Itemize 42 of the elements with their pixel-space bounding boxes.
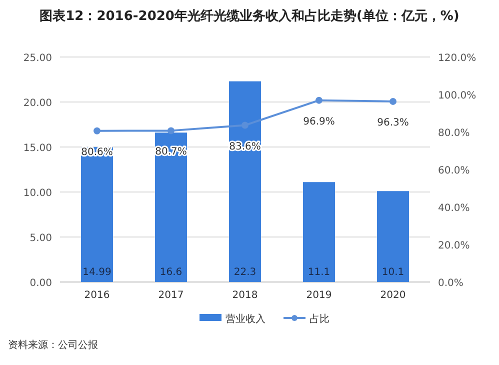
y2-tick-label: 20.0% (438, 240, 470, 252)
bar (377, 191, 409, 282)
point (94, 127, 100, 134)
x-tick-label: 2020 (380, 290, 406, 301)
y-tick-label: 25.00 (23, 53, 52, 64)
y-tick-label: 10.00 (23, 188, 52, 199)
bar (81, 147, 113, 282)
legend-label: 营业收入 (226, 313, 266, 325)
x-tick-label: 2019 (306, 290, 332, 301)
data-label: 16.6 (160, 267, 182, 278)
y-tick-label: 5.00 (30, 233, 52, 244)
text: 资料来源：公司公报 (8, 339, 98, 351)
x-tick-label: 2016 (84, 290, 110, 301)
data-label: 80.6% (81, 146, 113, 158)
y2-tick-label: 40.0% (438, 203, 470, 214)
point (390, 98, 396, 105)
y2-tick-label: 80.0% (438, 128, 470, 139)
data-label: 96.9% (303, 116, 335, 128)
legend-label: 占比 (310, 313, 330, 325)
y-tick-label: 0.00 (30, 278, 52, 289)
point (316, 96, 322, 104)
bar (229, 81, 261, 282)
y2-tick-label: 100.0% (438, 90, 476, 102)
y2-tick-label: 120.0% (438, 53, 476, 64)
bar (303, 182, 335, 282)
y-tick-label: 15.00 (23, 143, 52, 154)
y2-tick-label: 60.0% (438, 166, 470, 176)
data-label: 22.3 (234, 267, 256, 278)
bar (155, 132, 187, 282)
data-label: 14.99 (82, 267, 112, 278)
data-label: 10.1 (382, 267, 404, 278)
x-tick-label: 2018 (232, 290, 258, 301)
point (242, 122, 248, 129)
data-label: 96.3% (377, 117, 409, 128)
y-tick-label: 20.00 (23, 98, 52, 109)
data-label: 11.1 (308, 267, 330, 278)
chart-title: 图表12：2016-2020年光纤光缆业务收入和占比走势(单位：亿元，%) (40, 8, 460, 24)
y2-tick-label: 0.0% (438, 278, 464, 289)
data-label: 83.6% (229, 141, 261, 152)
point (168, 127, 174, 134)
data-label: 80.7% (155, 146, 187, 158)
x-tick-label: 2017 (158, 290, 184, 301)
